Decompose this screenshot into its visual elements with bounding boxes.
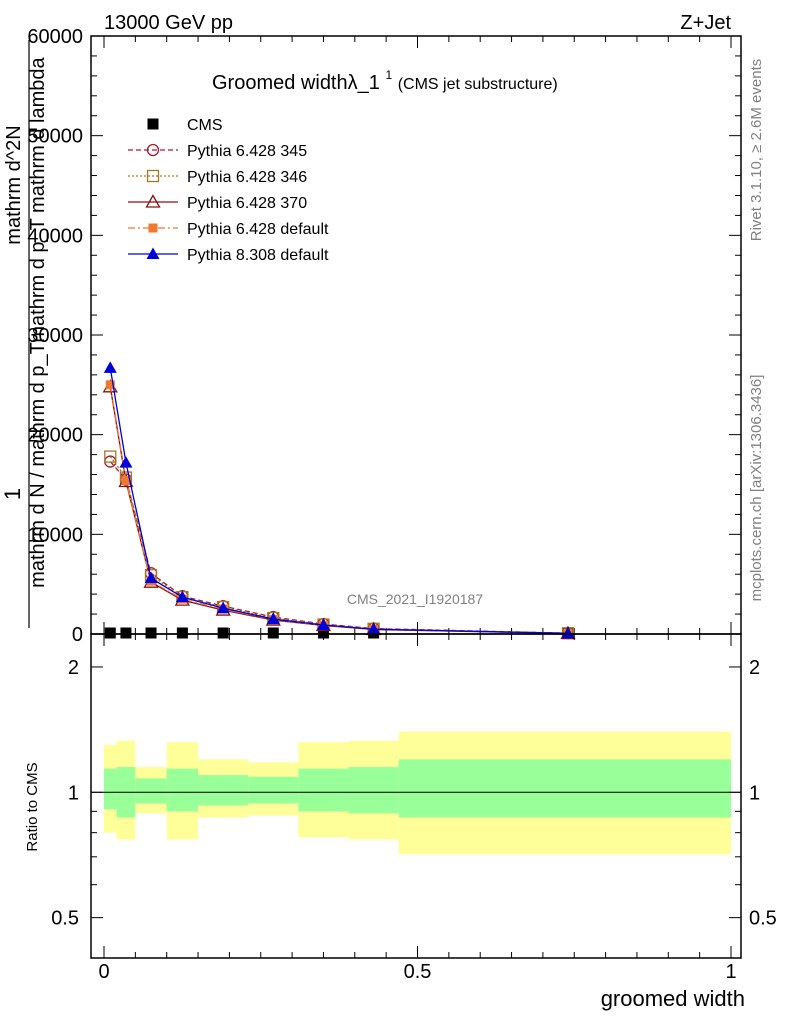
series-1 xyxy=(104,455,575,640)
xtick-label: 0 xyxy=(98,961,109,983)
series-5 xyxy=(103,361,575,639)
main-ytick-label: 0 xyxy=(72,624,83,646)
main-ytick-label: 20000 xyxy=(27,425,83,447)
legend-item: Pythia 6.428 346 xyxy=(128,169,307,186)
main-ylabel-part: mathrm d p_T mathrm d lambda xyxy=(27,56,49,342)
main-ylabel-part: 1 xyxy=(0,488,25,500)
legend-marker xyxy=(146,169,160,183)
main-ytick-label: 30000 xyxy=(27,325,83,347)
main-ytick-label: 50000 xyxy=(27,126,83,148)
series-line xyxy=(109,461,568,634)
ratio-inner-band xyxy=(135,778,167,804)
data-point xyxy=(144,571,158,584)
ratio-ytick-label-left: 0.5 xyxy=(51,908,79,930)
rivet-version-label: Rivet 3.1.10, ≥ 2.6M events xyxy=(748,59,765,242)
ratio-ytick-label-right: 1 xyxy=(749,782,760,804)
series-2 xyxy=(104,450,575,640)
main-ytick-label: 40000 xyxy=(27,225,83,247)
main-ylabel-part: mathrm d N / mathrm d p_T xyxy=(27,342,49,588)
ratio-tick-labels: 0.5 0.5 1 1 2 2 0 0.5 1 xyxy=(51,657,777,983)
legend-marker xyxy=(146,247,160,259)
legend-item: Pythia 6.428 345 xyxy=(128,143,307,160)
legend-marker xyxy=(148,223,158,233)
data-point xyxy=(120,627,132,639)
legend-label: Pythia 6.428 346 xyxy=(187,169,307,186)
data-point xyxy=(121,476,131,486)
ratio-ytick-label-right: 0.5 xyxy=(749,908,777,930)
ratio-ytick-label-right: 2 xyxy=(749,657,760,679)
data-point xyxy=(103,361,117,373)
mcplots-label: mcplots.cern.ch [arXiv:1306.3436] xyxy=(748,375,765,602)
ratio-inner-band xyxy=(166,768,199,812)
data-point xyxy=(217,627,229,639)
data-point xyxy=(105,380,115,390)
ratio-inner-band xyxy=(198,775,249,806)
legend-item: CMS xyxy=(147,117,223,134)
ratio-plot-frame xyxy=(90,633,742,959)
series-line xyxy=(109,456,568,634)
main-title: Groomed widthλ_1 1 (CMS jet substructure… xyxy=(212,62,558,94)
legend-item: Pythia 6.428 370 xyxy=(128,194,307,212)
data-point xyxy=(561,626,575,639)
data-point xyxy=(104,627,116,639)
xtick-label: 1 xyxy=(725,961,736,983)
analysis-watermark: CMS_2021_I1920187 xyxy=(347,591,483,607)
legend-marker xyxy=(146,143,160,157)
data-point xyxy=(317,627,329,639)
legend-label: Pythia 8.308 default xyxy=(187,247,329,264)
ratio-inner-band xyxy=(104,768,117,810)
ratio-inner-band xyxy=(398,759,731,818)
series-3 xyxy=(102,379,576,640)
main-title-superscript: 1 xyxy=(385,68,392,82)
main-plot: 0 10000 20000 30000 40000 50000 60000 Groomed … xyxy=(0,26,742,646)
series-0 xyxy=(104,627,574,639)
ratio-ytick-label-left: 1 xyxy=(68,782,79,804)
header-left-label: 13000 GeV pp xyxy=(104,12,233,34)
data-point xyxy=(367,622,381,635)
main-series xyxy=(102,361,576,640)
data-point xyxy=(119,456,133,468)
ratio-inner-band xyxy=(248,776,299,804)
main-ytick-labels: 0 10000 20000 30000 40000 50000 60000 xyxy=(27,26,83,646)
main-ylabel-part: mathrm d^2N xyxy=(3,125,25,244)
legend-label: CMS xyxy=(187,117,223,134)
main-ytick-label: 10000 xyxy=(27,524,83,546)
data-point xyxy=(175,590,189,603)
x-axis-label: groomed width xyxy=(601,986,745,1011)
legend-label: Pythia 6.428 370 xyxy=(187,195,307,212)
legend-label: Pythia 6.428 345 xyxy=(187,143,307,160)
xtick-label: 0.5 xyxy=(404,961,432,983)
data-point xyxy=(145,627,157,639)
series-line xyxy=(109,384,568,635)
main-subtitle: (CMS jet substructure) xyxy=(398,76,558,93)
legend-marker xyxy=(147,118,159,130)
ratio-ylabel: Ratio to CMS xyxy=(24,762,41,851)
ratio-plot: 0.5 0.5 1 1 2 2 0 0.5 1 Ratio to CMS groomed wid… xyxy=(24,633,777,1011)
series-4 xyxy=(105,380,573,638)
data-point xyxy=(267,627,279,639)
data-point xyxy=(316,618,330,631)
main-ytick-label: 60000 xyxy=(27,26,83,48)
header-right-label: Z+Jet xyxy=(680,12,731,34)
legend-marker xyxy=(145,194,161,208)
data-point xyxy=(104,450,117,463)
ratio-inner-band xyxy=(298,768,349,812)
data-point xyxy=(266,612,280,625)
main-title-text: Groomed widthλ_1 xyxy=(212,72,380,94)
legend-item: Pythia 8.308 default xyxy=(128,247,329,264)
legend-item: Pythia 6.428 default xyxy=(128,221,329,238)
ratio-bands xyxy=(104,731,731,855)
data-point xyxy=(216,601,230,614)
legend-label: Pythia 6.428 default xyxy=(187,221,329,238)
data-point xyxy=(176,627,188,639)
ratio-inner-band xyxy=(348,767,399,814)
legend: CMS Pythia 6.428 345 Pythia 6.428 346 Pythi… xyxy=(128,117,329,264)
ratio-ytick-label-left: 2 xyxy=(68,657,79,679)
